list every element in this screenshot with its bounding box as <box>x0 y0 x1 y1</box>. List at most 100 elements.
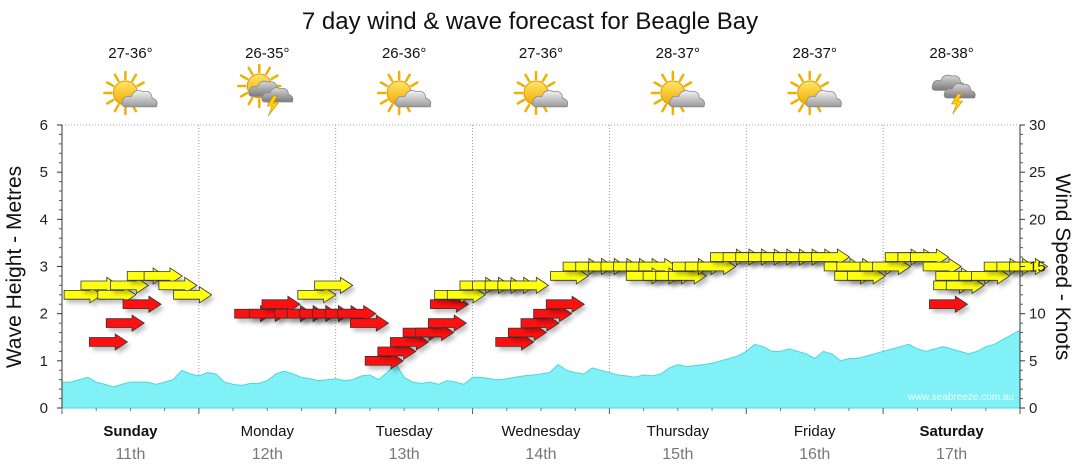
plot-area: www.seabreeze.com.au 0 1 2 3 4 5 6 0 5 10 15 20 25 3… <box>40 117 1051 417</box>
sun-ray <box>239 91 249 98</box>
partly-cloudy-sun-icon <box>787 70 842 116</box>
day-date-label: 11th <box>115 446 145 463</box>
wind-arrow <box>122 295 165 317</box>
day-date-label: 17th <box>936 446 967 463</box>
day-name-label: Wednesday <box>502 423 581 440</box>
wind-arrow-body <box>261 295 301 313</box>
sun-ray <box>247 96 254 106</box>
y-axis-right-label: Wind Speed - Knots <box>1051 174 1074 361</box>
partly-cloudy-sun-icon <box>513 70 569 116</box>
y-axis-left-label: Wave Height - Metres <box>3 166 26 368</box>
wind-arrow <box>545 295 588 317</box>
x-axis-day-labels: Sunday 11th Monday 12th Tuesday 13th Wednesday… <box>103 423 984 463</box>
day-date-label: 13th <box>389 446 420 463</box>
wind-arrow <box>427 314 470 336</box>
wind-arrow-body <box>173 286 213 304</box>
sun-ray <box>820 81 830 88</box>
sun-ray <box>678 73 685 83</box>
sun-ray <box>247 66 254 76</box>
day-temperature: 26-35° <box>245 45 289 62</box>
wind-arrow-body <box>922 257 962 276</box>
sun-ray <box>410 81 419 88</box>
wind-arrow-body <box>143 267 183 285</box>
wind-arrow <box>350 314 392 336</box>
sun-ray <box>239 74 249 81</box>
cloud-shape <box>532 90 569 108</box>
wind-arrow-body <box>314 276 354 295</box>
sun-ray <box>105 81 115 88</box>
wind-arrow <box>846 267 889 288</box>
y-right-tick-label: 25 <box>1029 164 1046 181</box>
sun-ray <box>683 81 693 88</box>
day-temperature: 27-36° <box>108 45 152 62</box>
y-left-tick-label: 4 <box>40 211 48 228</box>
day-name-label: Friday <box>794 423 836 440</box>
y-left-tick-label: 2 <box>40 306 48 323</box>
sun-ray <box>404 73 411 83</box>
wind-arrow-body <box>427 314 468 332</box>
sun-ray <box>105 98 115 105</box>
cloud-shape <box>395 90 432 108</box>
watermark: www.seabreeze.com.au <box>907 392 1014 403</box>
wind-arrows <box>63 248 1051 373</box>
day-date-label: 12th <box>252 446 283 463</box>
sun-ray <box>797 73 804 83</box>
y-right-tick-label: 10 <box>1029 306 1046 323</box>
wind-arrow-body <box>105 314 145 332</box>
wind-arrow-body <box>811 248 851 266</box>
day-temperature: 28-37° <box>793 45 837 62</box>
sun-ray <box>387 73 394 83</box>
wind-arrow-body <box>910 248 950 266</box>
sun-ray <box>815 73 822 83</box>
y-right-tick-label: 20 <box>1029 211 1046 228</box>
sun-ray <box>113 73 120 83</box>
sun-ray <box>516 98 526 105</box>
wind-arrow <box>872 257 914 279</box>
wind-arrow <box>929 295 971 317</box>
sun-ray <box>270 74 279 81</box>
sun-ray <box>524 73 531 83</box>
wind-arrow-body <box>545 295 585 313</box>
day-date-label: 16th <box>799 446 830 463</box>
cloud-shape <box>805 90 842 108</box>
wind-arrow-body <box>350 314 390 332</box>
wind-arrow-body <box>337 304 377 323</box>
partly-cloudy-sun-icon <box>376 70 432 116</box>
y-right-tick-label: 15 <box>1029 259 1046 276</box>
sun-ray <box>661 73 668 83</box>
day-date-label: 14th <box>525 446 556 463</box>
cloud-shape <box>669 90 705 108</box>
sun-ray <box>790 98 799 105</box>
sun-ray <box>136 81 145 88</box>
day-headers: 27-36° 26-35° 26-36° 27-36° 28-37° 28-37° 28-3… <box>103 45 976 117</box>
lightning-bolt <box>951 93 964 115</box>
wind-arrow-body <box>88 333 129 351</box>
wind-arrow-body <box>1009 257 1049 276</box>
y-left-tick-label: 6 <box>40 117 48 134</box>
sun-ray <box>546 81 556 88</box>
y-left-tick-label: 3 <box>40 259 48 276</box>
y-right-tick-label: 0 <box>1029 400 1037 417</box>
partly-cloudy-sun-icon <box>650 70 705 116</box>
day-name-label: Monday <box>241 423 295 440</box>
sun-ray <box>653 81 662 88</box>
thunderstorm-icon <box>931 74 976 115</box>
day-temperature: 28-37° <box>656 45 700 62</box>
wind-arrow <box>314 276 356 298</box>
right-axis: 0 5 10 15 20 25 30 <box>1019 117 1046 417</box>
thunderstorm-sun-icon <box>237 63 294 117</box>
sun-ray <box>265 66 272 76</box>
sun-ray <box>516 81 526 88</box>
sun-ray <box>661 103 668 113</box>
wind-arrow-body <box>158 276 198 295</box>
cloud-shape <box>943 83 976 99</box>
chart-title: 7 day wind & wave forecast for Beagle Ba… <box>302 8 758 35</box>
y-left-tick-label: 5 <box>40 164 48 181</box>
sun-ray <box>387 103 394 113</box>
wind-arrow-body <box>122 295 162 313</box>
y-left-tick-label: 0 <box>40 400 48 417</box>
partly-cloudy-sun-icon <box>103 70 158 116</box>
sun-ray <box>113 103 120 113</box>
cloud-shape <box>261 87 294 103</box>
wind-arrow <box>510 276 552 298</box>
